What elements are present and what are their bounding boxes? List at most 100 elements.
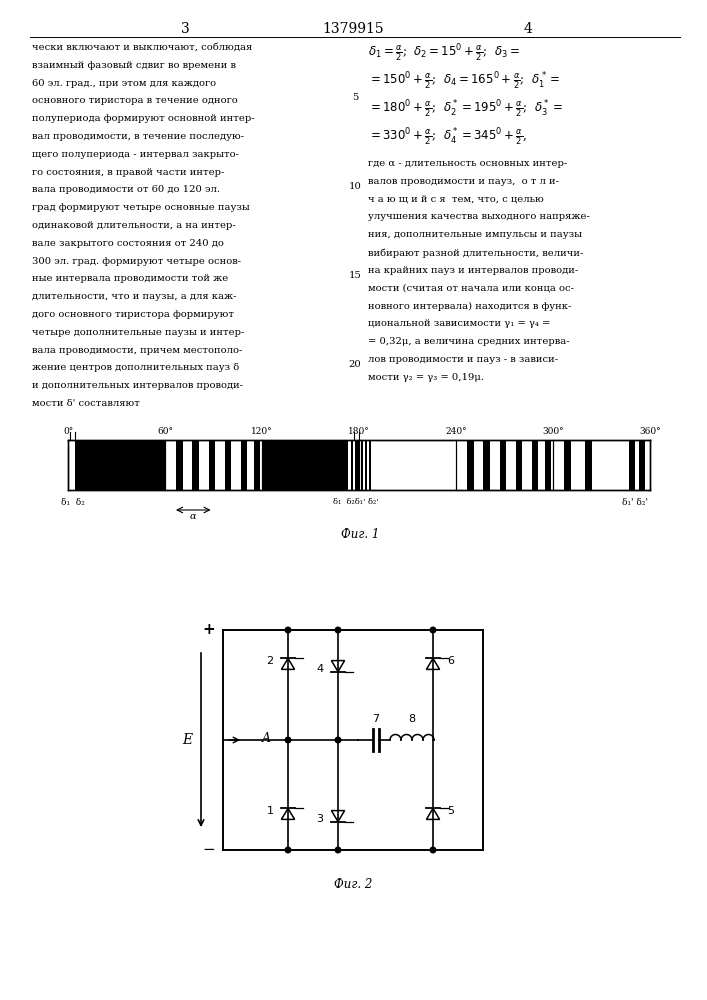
Text: ные интервала проводимости той же: ные интервала проводимости той же [32, 274, 228, 283]
Text: полупериода формируют основной интер-: полупериода формируют основной интер- [32, 114, 255, 123]
Text: длительности, что и паузы, а для каж-: длительности, что и паузы, а для каж- [32, 292, 237, 301]
Text: 360°: 360° [639, 427, 661, 436]
Text: четыре дополнительные паузы и интер-: четыре дополнительные паузы и интер- [32, 328, 245, 337]
Text: вала проводимости, причем местополо-: вала проводимости, причем местополо- [32, 346, 243, 355]
Circle shape [430, 847, 436, 853]
Text: A: A [262, 732, 271, 744]
Text: ния, дополнительные импульсы и паузы: ния, дополнительные импульсы и паузы [368, 230, 582, 239]
Circle shape [285, 627, 291, 633]
Bar [192, 440, 199, 490]
Text: жение центров дополнительных пауз δ: жение центров дополнительных пауз δ [32, 363, 239, 372]
Bar [176, 440, 183, 490]
Text: и дополнительных интервалов проводи-: и дополнительных интервалов проводи- [32, 381, 243, 390]
Text: мости δ' составляют: мости δ' составляют [32, 399, 140, 408]
Text: основного тиристора в течение одного: основного тиристора в течение одного [32, 96, 238, 105]
Bar [467, 440, 474, 490]
Text: 300 эл. град. формируют четыре основ-: 300 эл. град. формируют четыре основ- [32, 257, 241, 266]
Text: 5: 5 [448, 806, 455, 816]
Bar [368, 440, 371, 490]
Bar [500, 440, 506, 490]
Bar [241, 440, 247, 490]
Text: 6: 6 [448, 656, 455, 666]
Text: δ₁  δ₂δ₁' δ₂': δ₁ δ₂δ₁' δ₂' [333, 498, 378, 506]
Text: улучшения качества выходного напряже-: улучшения качества выходного напряже- [368, 212, 590, 221]
Text: 0°: 0° [63, 427, 73, 436]
Text: 4: 4 [317, 664, 324, 674]
Bar [72, 440, 75, 490]
Bar [254, 440, 260, 490]
Text: дого основного тиристора формируют: дого основного тиристора формируют [32, 310, 234, 319]
Bar [361, 440, 363, 490]
Bar [532, 440, 539, 490]
Text: 60°: 60° [157, 427, 173, 436]
Text: δ₁' δ₂': δ₁' δ₂' [622, 498, 648, 507]
Text: град формируют четыре основные паузы: град формируют четыре основные паузы [32, 203, 250, 212]
Bar [638, 440, 645, 490]
Text: 1379915: 1379915 [322, 22, 385, 36]
Text: 1: 1 [267, 806, 274, 816]
Text: $= 150^0 + \frac{\alpha}{2}$;  $\delta_4 = 165^0 + \frac{\alpha}{2}$;  $\delta_1: $= 150^0 + \frac{\alpha}{2}$; $\delta_4 … [368, 71, 560, 92]
Bar [585, 440, 592, 490]
Circle shape [285, 737, 291, 743]
Circle shape [335, 737, 341, 743]
Text: валов проводимости и пауз,  о т л и-: валов проводимости и пауз, о т л и- [368, 177, 559, 186]
Text: ч а ю щ и й с я  тем, что, с целью: ч а ю щ и й с я тем, что, с целью [368, 195, 544, 204]
Text: −: − [202, 842, 215, 857]
Bar [68, 440, 165, 490]
Text: 10: 10 [349, 182, 361, 191]
Bar [516, 440, 522, 490]
Text: Фиг. 2: Фиг. 2 [334, 878, 372, 891]
Text: одинаковой длительности, а на интер-: одинаковой длительности, а на интер- [32, 221, 235, 230]
Circle shape [335, 847, 341, 853]
Text: вала проводимости от 60 до 120 эл.: вала проводимости от 60 до 120 эл. [32, 185, 220, 194]
Text: 60 эл. град., при этом для каждого: 60 эл. град., при этом для каждого [32, 79, 216, 88]
Text: 3: 3 [317, 814, 324, 824]
Bar [564, 440, 571, 490]
Text: на крайних пауз и интервалов проводи-: на крайних пауз и интервалов проводи- [368, 266, 578, 275]
Text: го состояния, в правой части интер-: го состояния, в правой части интер- [32, 168, 224, 177]
Text: 15: 15 [349, 271, 361, 280]
Bar [225, 440, 231, 490]
Bar [484, 440, 490, 490]
Bar [629, 440, 636, 490]
Text: мости γ₂ = γ₃ = 0,19μ.: мости γ₂ = γ₃ = 0,19μ. [368, 373, 484, 382]
Text: = 0,32μ, а величина средних интерва-: = 0,32μ, а величина средних интерва- [368, 337, 570, 346]
Bar [262, 440, 359, 490]
Text: 5: 5 [352, 93, 358, 102]
Text: 120°: 120° [251, 427, 273, 436]
Text: где α - длительность основных интер-: где α - длительность основных интер- [368, 159, 567, 168]
Bar [353, 440, 356, 490]
Text: 180°: 180° [348, 427, 370, 436]
Text: циональной зависимости γ₁ = γ₄ =: циональной зависимости γ₁ = γ₄ = [368, 319, 550, 328]
Text: вале закрытого состояния от 240 до: вале закрытого состояния от 240 до [32, 239, 224, 248]
Text: новного интервала) находится в функ-: новного интервала) находится в функ- [368, 301, 571, 311]
Text: вибирают разной длительности, величи-: вибирают разной длительности, величи- [368, 248, 583, 257]
Text: $\delta_1 = \frac{\alpha}{2}$;  $\delta_2 = 15^0 + \frac{\alpha}{2}$;  $\delta_3: $\delta_1 = \frac{\alpha}{2}$; $\delta_2… [368, 43, 520, 64]
Text: 300°: 300° [542, 427, 563, 436]
Text: α: α [189, 512, 196, 521]
Bar [69, 440, 71, 490]
Text: лов проводимости и пауз - в зависи-: лов проводимости и пауз - в зависи- [368, 355, 558, 364]
Text: Фиг. 1: Фиг. 1 [341, 528, 379, 541]
Text: +: + [202, 622, 215, 638]
Text: 3: 3 [180, 22, 189, 36]
Text: мости (считая от начала или конца ос-: мости (считая от начала или конца ос- [368, 284, 574, 293]
Bar [348, 440, 351, 490]
Bar [209, 440, 215, 490]
Text: 4: 4 [524, 22, 532, 36]
Bar [365, 440, 367, 490]
Text: 8: 8 [409, 714, 416, 724]
Text: $= 180^0 + \frac{\alpha}{2}$;  $\delta_2^* = 195^0 + \frac{\alpha}{2}$;  $\delta: $= 180^0 + \frac{\alpha}{2}$; $\delta_2^… [368, 99, 563, 120]
Text: 240°: 240° [445, 427, 467, 436]
Text: вал проводимости, в течение последую-: вал проводимости, в течение последую- [32, 132, 244, 141]
Text: щего полупериода - интервал закрыто-: щего полупериода - интервал закрыто- [32, 150, 239, 159]
Bar [545, 440, 551, 490]
Text: 20: 20 [349, 360, 361, 369]
Text: взаимный фазовый сдвиг во времени в: взаимный фазовый сдвиг во времени в [32, 61, 236, 70]
Text: чески включают и выключают, соблюдая: чески включают и выключают, соблюдая [32, 43, 252, 52]
Text: 7: 7 [373, 714, 380, 724]
Text: E: E [182, 733, 192, 747]
Text: 2: 2 [267, 656, 274, 666]
Bar [68, 440, 165, 490]
Circle shape [430, 627, 436, 633]
